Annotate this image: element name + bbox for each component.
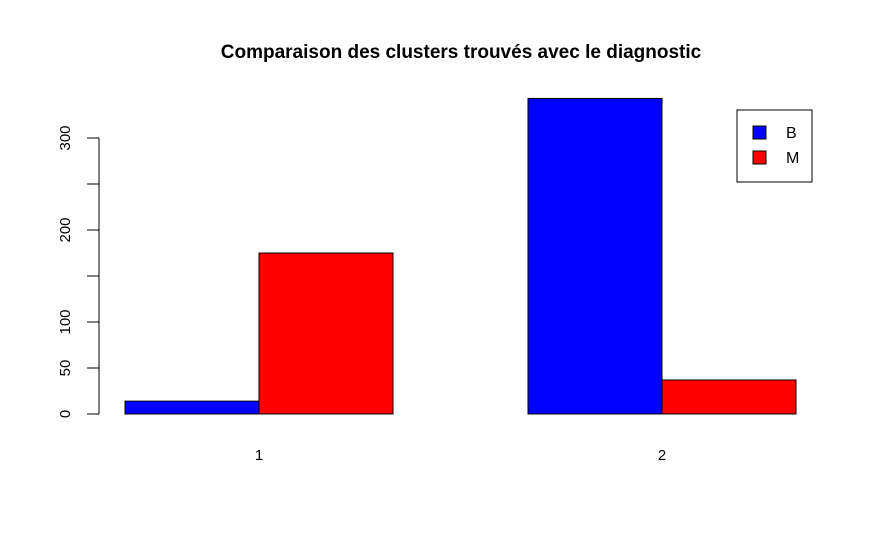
y-tick-label: 50 [57, 360, 74, 377]
bar-cluster-2-M [661, 379, 797, 415]
x-tick-label: 2 [658, 447, 666, 464]
legend-swatch-B [752, 125, 767, 140]
y-axis: 0 50 100 200 300 [57, 125, 100, 418]
bar-cluster-1-B [124, 400, 260, 415]
x-tick-label: 1 [255, 447, 263, 464]
legend: BM [736, 109, 813, 183]
legend-label-B: B [786, 125, 797, 142]
y-tick-label: 200 [57, 217, 74, 242]
legend-box [736, 109, 813, 183]
chart-title: Comparaison des clusters trouvés avec le… [221, 42, 702, 63]
y-tick-label: 100 [57, 309, 74, 334]
bar-cluster-2-B [527, 97, 663, 415]
y-tick-label: 0 [57, 410, 74, 418]
y-tick-label: 300 [57, 125, 74, 150]
bar-cluster-1-M [258, 252, 394, 415]
legend-swatch-M [752, 150, 767, 165]
legend-label-M: M [786, 150, 799, 167]
plot-area [124, 97, 797, 415]
